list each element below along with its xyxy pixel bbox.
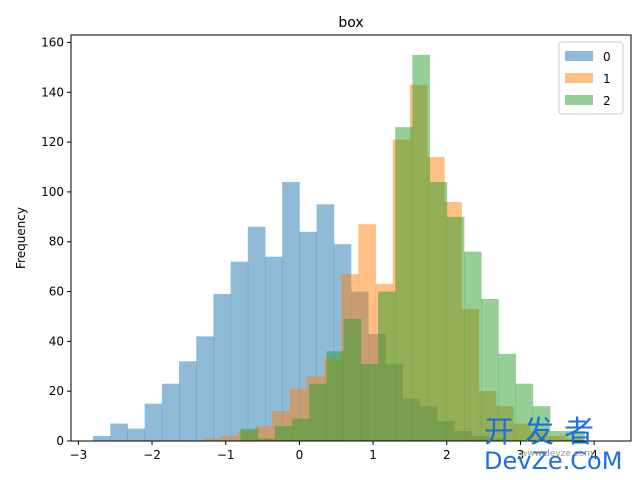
y-tick-label: 160 [41, 35, 64, 49]
bar-series-0-bin-9 [247, 226, 266, 441]
x-axis: −3 −2 −1 0 1 2 3 4 [70, 441, 598, 462]
y-tick-label: 140 [41, 85, 64, 99]
y-tick-label: 80 [49, 235, 64, 249]
x-tick-label: 3 [517, 448, 525, 462]
bars-layer [93, 54, 585, 441]
x-tick-label: −2 [143, 448, 161, 462]
watermark-english-text: DevZe.CoM [484, 447, 622, 475]
bar-series-0-bin-0 [93, 436, 111, 441]
x-tick-label: 0 [296, 448, 304, 462]
x-tick-label: 2 [443, 448, 451, 462]
watermark-chinese-text: 开发者 [484, 415, 604, 450]
y-tick-label: 40 [49, 334, 64, 348]
bar-series-2-bin-18 [549, 431, 568, 441]
bar-series-2-bin-12 [446, 216, 465, 441]
bar-series-1-bin-4 [220, 436, 239, 441]
x-tick-label: −3 [70, 448, 88, 462]
bar-series-2-bin-3 [292, 418, 310, 441]
bar-series-2-bin-5 [326, 351, 345, 441]
bar-series-2-bin-1 [257, 438, 276, 441]
chart-title: box [338, 15, 363, 31]
legend-label-2: 2 [603, 94, 611, 108]
plot-frame [70, 34, 632, 442]
y-tick-label: 60 [49, 285, 64, 299]
bar-series-0-bin-7 [213, 294, 232, 441]
bar-series-2-bin-7 [360, 363, 379, 441]
bar-series-2-bin-9 [395, 127, 413, 441]
y-axis-label: Frequency [14, 207, 28, 269]
bar-series-0-bin-10 [265, 256, 283, 441]
watermark-small-text: www.devze.com [520, 449, 593, 459]
bar-series-2-bin-11 [429, 181, 448, 441]
bar-series-0-bin-1 [110, 423, 128, 441]
legend-swatch-2 [565, 95, 593, 105]
bar-series-0-bin-3 [144, 403, 163, 441]
bar-series-2-bin-19 [567, 431, 585, 441]
bar-series-2-bin-0 [240, 428, 259, 441]
x-tick-label: 4 [590, 448, 598, 462]
bar-series-0-bin-11 [282, 181, 300, 441]
bar-series-0-bin-8 [230, 261, 249, 441]
bar-series-2-bin-6 [343, 318, 362, 441]
bar-series-2-bin-17 [532, 406, 551, 441]
bar-series-2-bin-8 [377, 291, 396, 441]
y-tick-label: 0 [56, 434, 64, 448]
bar-series-0-bin-5 [179, 361, 197, 441]
bar-series-2-bin-13 [463, 251, 482, 441]
x-tick-label: −1 [217, 448, 235, 462]
x-tick-label: 1 [369, 448, 377, 462]
y-tick-label: 120 [41, 135, 64, 149]
bar-series-2-bin-10 [412, 54, 430, 441]
bar-series-2-bin-14 [481, 299, 499, 441]
watermark: 开发者 DevZe.CoM www.devze.com [484, 415, 622, 475]
bar-series-2-bin-4 [309, 383, 327, 441]
bar-series-2-bin-2 [274, 426, 293, 441]
bar-series-2-bin-15 [498, 353, 516, 441]
bar-series-0-bin-6 [196, 336, 214, 441]
bar-series-0-bin-2 [127, 428, 146, 441]
bar-series-0-bin-4 [161, 383, 180, 441]
legend-swatch-0 [565, 51, 593, 61]
bar-series-1-bin-6 [255, 426, 273, 441]
bar-series-2-bin-16 [515, 383, 534, 441]
y-axis: 0 20 40 60 80 100 120 140 160 [41, 35, 71, 448]
bar-series-1-bin-3 [203, 438, 222, 441]
legend-swatch-1 [565, 73, 593, 83]
legend-label-1: 1 [603, 72, 611, 86]
y-tick-label: 100 [41, 185, 64, 199]
y-tick-label: 20 [49, 384, 64, 398]
legend: 0 1 2 [558, 41, 624, 115]
legend-label-0: 0 [603, 50, 611, 64]
